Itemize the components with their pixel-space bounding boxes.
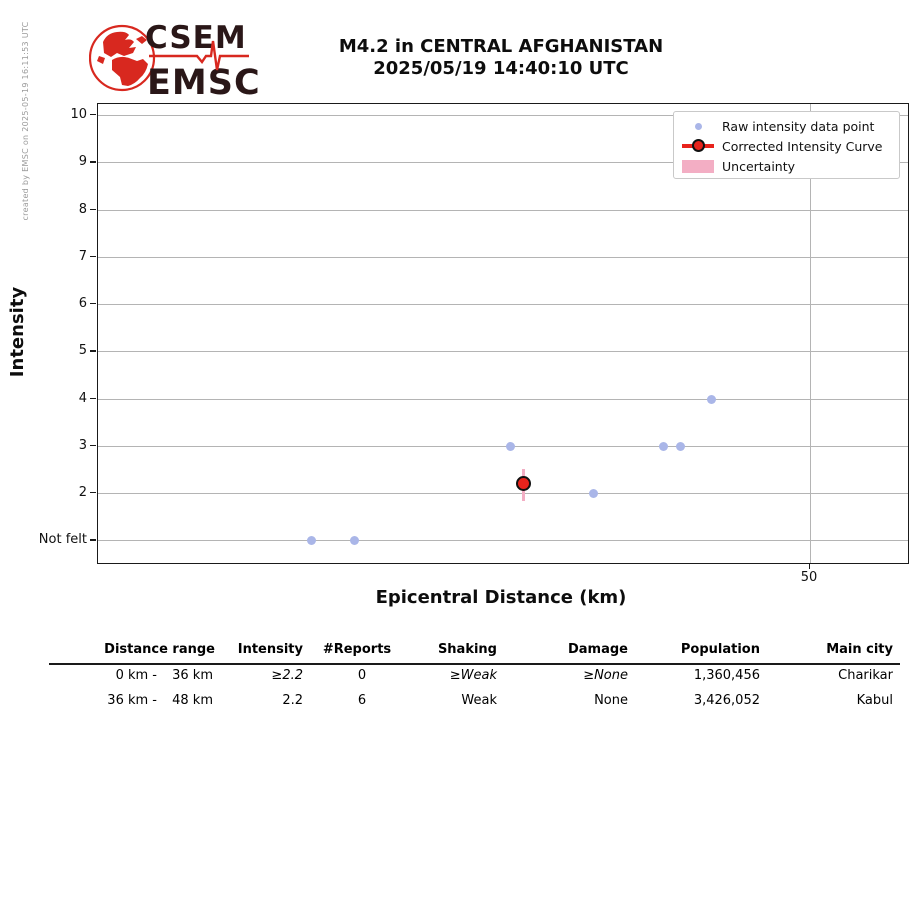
table-column-header: Shaking xyxy=(437,642,497,657)
emsc-logo: CSEM EMSC xyxy=(88,12,267,104)
y-tick-mark xyxy=(90,492,96,494)
gridline-horizontal xyxy=(98,351,908,353)
uncertainty-patch-icon xyxy=(682,159,714,173)
raw-intensity-point xyxy=(589,489,599,499)
x-tick-mark xyxy=(809,563,811,569)
intensity-distance-plot: Raw intensity data point Corrected Inten… xyxy=(97,103,909,564)
table-cell-shaking: ≥Weak xyxy=(449,668,497,683)
raw-intensity-point xyxy=(658,441,668,451)
y-tick-label: 3 xyxy=(78,437,87,453)
y-tick-mark xyxy=(90,397,96,399)
table-cell-reports: 0 xyxy=(357,668,367,683)
table-column-header: Distance range xyxy=(104,642,215,657)
y-axis-label: Intensity xyxy=(7,286,28,378)
table-column-header: Intensity xyxy=(237,642,303,657)
table-cell-population: 1,360,456 xyxy=(693,668,760,683)
table-column-header: Damage xyxy=(567,642,628,657)
y-tick-label: 10 xyxy=(70,107,87,123)
gridline-horizontal xyxy=(98,162,908,164)
logo-globe-landmass xyxy=(97,31,148,86)
table-header-rule xyxy=(49,663,900,665)
table-cell-main_city: Kabul xyxy=(856,693,893,708)
table-cell-population: 3,426,052 xyxy=(693,693,760,708)
y-tick-label: 5 xyxy=(78,343,87,359)
y-tick-mark xyxy=(90,208,96,210)
table-column-header: Population xyxy=(680,642,760,657)
y-tick-label: 9 xyxy=(78,154,87,170)
y-tick-mark xyxy=(90,350,96,352)
table-cell-main_city: Charikar xyxy=(838,668,893,683)
corrected-intensity-point xyxy=(516,476,532,492)
x-axis-label: Epicentral Distance (km) xyxy=(375,587,627,608)
table-cell-intensity: ≥2.2 xyxy=(271,668,303,683)
gridline-horizontal xyxy=(98,256,908,258)
logo-seismogram-line xyxy=(149,40,249,71)
raw-intensity-point xyxy=(707,394,717,404)
y-tick-mark xyxy=(90,161,96,163)
y-tick-mark xyxy=(90,255,96,258)
table-cell-intensity: 2.2 xyxy=(282,693,303,708)
legend-item-corrected: Corrected Intensity Curve xyxy=(674,136,899,156)
table-cell-damage: None xyxy=(594,693,628,708)
y-tick-label: 4 xyxy=(78,390,87,406)
y-tick-mark xyxy=(90,444,96,447)
table-cell-distance_to: 36 km xyxy=(172,668,213,683)
table-cell-damage: ≥None xyxy=(583,668,628,683)
y-tick-mark xyxy=(90,303,96,305)
chart-title-line2: 2025/05/19 14:40:10 UTC xyxy=(373,58,629,79)
logo-text-csem: CSEM xyxy=(145,20,247,56)
table-cell-reports: 6 xyxy=(357,693,367,708)
gridline-horizontal xyxy=(98,115,908,117)
gridline-horizontal xyxy=(98,493,908,495)
y-tick-label: 2 xyxy=(78,485,87,501)
logo-globe-outline xyxy=(88,24,156,92)
gridline-horizontal xyxy=(98,398,908,400)
table-cell-distance_from: 36 km - xyxy=(107,693,157,708)
raw-intensity-point xyxy=(349,536,359,546)
y-tick-label: 8 xyxy=(78,201,87,217)
table-cell-distance_to: 48 km xyxy=(172,693,213,708)
chart-title-line1: M4.2 in CENTRAL AFGHANISTAN xyxy=(338,36,664,57)
gridline-vertical xyxy=(810,104,811,563)
plot-legend: Raw intensity data point Corrected Inten… xyxy=(673,111,900,179)
raw-intensity-point xyxy=(307,536,317,546)
table-column-header: #Reports xyxy=(322,642,392,657)
raw-intensity-point xyxy=(506,441,516,451)
legend-item-uncertainty: Uncertainty xyxy=(674,156,899,176)
gridline-horizontal xyxy=(98,445,908,447)
emsc-logo-graphic: CSEM EMSC xyxy=(88,20,261,103)
x-tick-label: 50 xyxy=(800,570,818,585)
chart-title: M4.2 in CENTRAL AFGHANISTAN 2025/05/19 1… xyxy=(150,36,852,80)
gridline-horizontal xyxy=(98,209,908,211)
y-tick-label: Not felt xyxy=(38,532,87,548)
corrected-curve-icon xyxy=(682,139,714,152)
legend-label-raw: Raw intensity data point xyxy=(722,118,875,134)
y-tick-mark xyxy=(90,539,96,541)
legend-item-raw: Raw intensity data point xyxy=(674,116,899,136)
raw-point-icon xyxy=(694,122,702,130)
table-cell-shaking: Weak xyxy=(461,693,497,708)
y-tick-label: 7 xyxy=(78,248,87,264)
logo-text-emsc: EMSC xyxy=(147,63,261,103)
legend-label-corrected: Corrected Intensity Curve xyxy=(722,138,883,154)
y-tick-mark xyxy=(90,114,96,116)
table-column-header: Main city xyxy=(826,642,893,657)
raw-intensity-point xyxy=(675,441,685,451)
y-tick-label: 6 xyxy=(78,296,87,312)
table-cell-distance_from: 0 km - xyxy=(115,668,157,683)
gridline-horizontal xyxy=(98,540,908,542)
gridline-horizontal xyxy=(98,304,908,306)
legend-label-uncertainty: Uncertainty xyxy=(722,158,796,174)
